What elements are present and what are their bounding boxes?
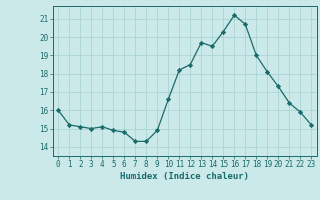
X-axis label: Humidex (Indice chaleur): Humidex (Indice chaleur): [120, 172, 249, 181]
